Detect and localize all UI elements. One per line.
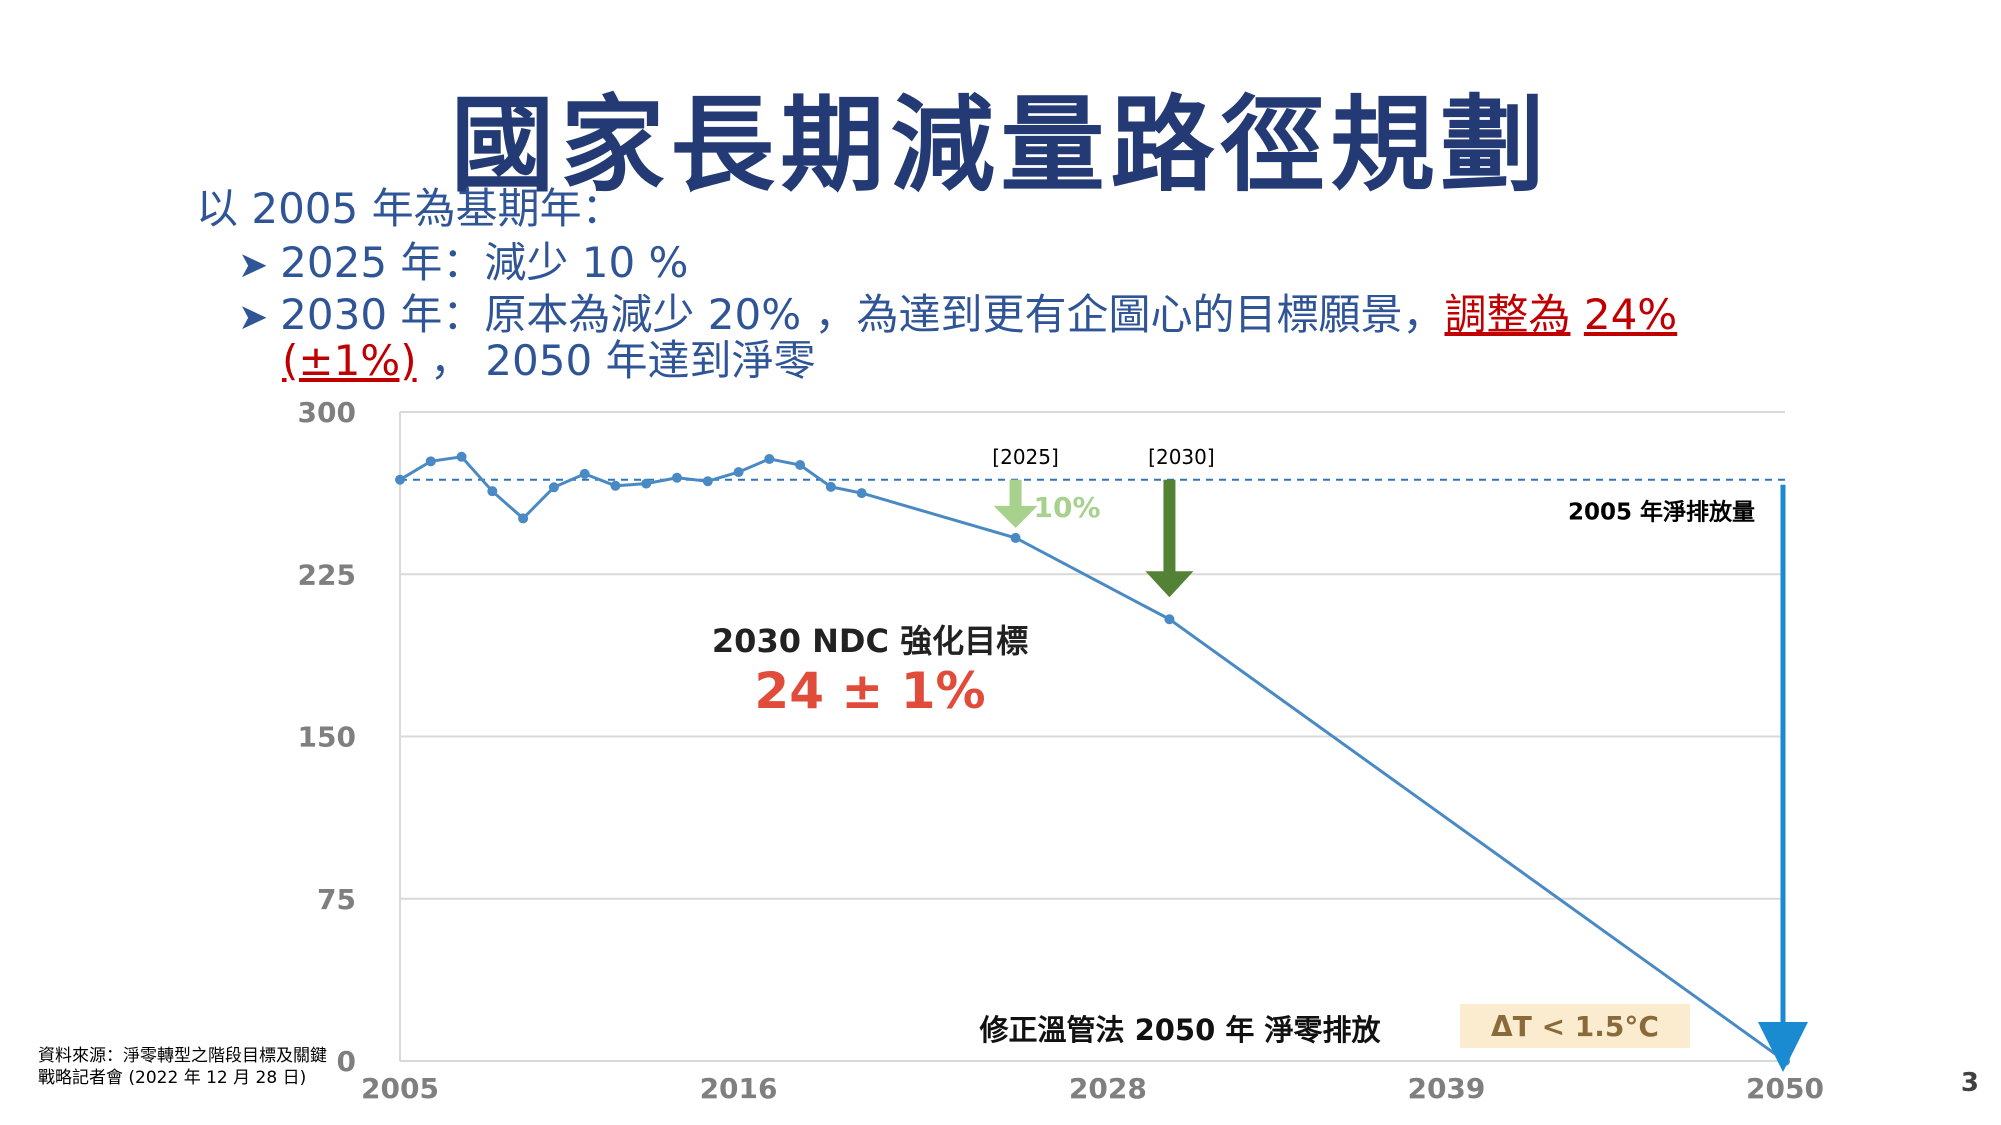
y-tick-label: 75 xyxy=(317,883,356,916)
y-axis-ticks: 0 75 150 225 300 xyxy=(298,396,356,1078)
gridlines xyxy=(399,411,1785,1062)
bullet-2030-text: 2030 年：原本為減少 20% ，為達到更有企圖心的目標願景， xyxy=(280,290,1445,339)
arrow-2030-reduction xyxy=(1145,479,1194,598)
bullet-2030-after: ， 2050 年達到淨零 xyxy=(429,336,816,385)
series-historical-line xyxy=(399,455,862,521)
data-point xyxy=(1780,1056,1790,1066)
arrow-shaft xyxy=(1009,479,1022,508)
y-tick-label: 225 xyxy=(298,558,356,591)
arrow-head xyxy=(993,505,1038,528)
highlight-24: 24% xyxy=(1583,290,1678,339)
baseline-label: 2005 年淨排放量 xyxy=(1568,499,1755,526)
series-pathway-line xyxy=(861,491,1786,1063)
x-tick-label: 2016 xyxy=(700,1072,778,1105)
bullet-2030-continuation: (±1%) ， 2050 年達到淨零 xyxy=(282,334,816,388)
data-point xyxy=(579,468,590,479)
x-tick-label: 2005 xyxy=(361,1072,439,1105)
data-point xyxy=(548,482,559,493)
data-point xyxy=(395,474,405,485)
annotation-2025-bracket: [2025] xyxy=(992,445,1059,469)
y-tick-label: 0 xyxy=(337,1045,356,1078)
data-point xyxy=(610,480,621,491)
intro-text: 以 2005 年為基期年： xyxy=(196,184,624,233)
data-point xyxy=(825,481,836,492)
x-tick-label: 2050 xyxy=(1746,1072,1824,1105)
bullet-2025-text: 2025 年：減少 10 % xyxy=(280,238,689,287)
data-point xyxy=(856,488,867,499)
bullet-arrow-icon: ➤ xyxy=(238,245,269,286)
data-point xyxy=(795,460,806,471)
temp-box-label: ΔT < 1.5°C xyxy=(1491,1010,1659,1043)
data-point xyxy=(641,478,652,489)
data-point xyxy=(702,476,713,487)
bullet-2030: ➤ 2030 年：原本為減少 20% ，為達到更有企圖心的目標願景，調整為 24% xyxy=(238,288,1677,345)
data-point xyxy=(456,451,467,462)
data-point xyxy=(764,453,775,464)
netzero-label: 修正溫管法 2050 年 淨零排放 xyxy=(978,1013,1381,1047)
data-point xyxy=(518,513,529,524)
data-point xyxy=(1164,614,1175,625)
data-point xyxy=(733,467,744,478)
highlight-range: (±1%) xyxy=(282,336,417,385)
data-point xyxy=(672,472,682,483)
y-tick-label: 300 xyxy=(298,396,356,429)
slide-title: 國家長期減量路徑規劃 xyxy=(450,84,1551,206)
data-point xyxy=(487,486,498,497)
page-number: 3 xyxy=(1960,1068,1979,1098)
x-tick-label: 2028 xyxy=(1069,1072,1147,1105)
source-note: 資料來源：淨零轉型之階段目標及關鍵戰略記者會 (2022 年 12 月 28 日… xyxy=(38,1046,327,1088)
ndc-value: 24 ± 1% xyxy=(754,662,985,720)
data-point xyxy=(425,456,436,467)
x-axis-ticks: 2005 2016 2028 2039 2050 xyxy=(361,1072,1824,1105)
bullet-arrow-icon: ➤ xyxy=(238,297,269,338)
arrow-shaft xyxy=(1163,479,1176,574)
x-tick-label: 2039 xyxy=(1407,1072,1485,1105)
annotation-2025-value: 10% xyxy=(1034,491,1101,524)
arrow-head xyxy=(1145,571,1194,598)
temp-box xyxy=(1460,1004,1690,1048)
annotation-2030-bracket: [2030] xyxy=(1148,445,1215,469)
bullet-2025: ➤ 2025 年：減少 10 % xyxy=(238,236,688,293)
ndc-title: 2030 NDC 強化目標 xyxy=(712,622,1028,660)
data-point xyxy=(1010,532,1021,543)
arrow-2025-reduction xyxy=(993,479,1038,528)
data-points xyxy=(395,451,1790,1066)
highlight-adjust: 調整為 xyxy=(1444,290,1571,339)
y-tick-label: 150 xyxy=(298,721,356,754)
